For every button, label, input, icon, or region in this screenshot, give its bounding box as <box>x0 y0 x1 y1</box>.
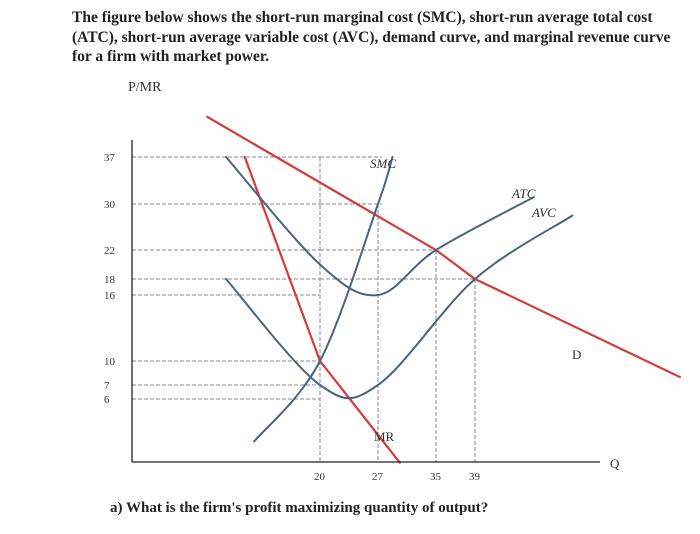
y-tick-label: 18 <box>104 274 116 286</box>
atc-label: ATC <box>511 186 536 201</box>
curve-mr <box>243 155 401 464</box>
curves <box>206 115 681 464</box>
y-tick-label: 16 <box>104 290 116 302</box>
curve-smc <box>253 156 394 443</box>
x-tick-label: 27 <box>372 471 384 483</box>
statement-line-1: The figure below shows the short-run mar… <box>72 9 653 26</box>
problem-statement: The figure below shows the short-run mar… <box>72 8 672 67</box>
y-tick-label: 7 <box>104 380 110 392</box>
statement-line-3: for a firm with market power. <box>72 48 270 65</box>
x-tick-label: 39 <box>469 471 481 483</box>
y-tick-label: 30 <box>104 199 116 211</box>
x-tick-label: 35 <box>430 471 442 483</box>
mr-label: MR <box>374 429 395 444</box>
d-label: D <box>572 347 581 362</box>
y-tick-label: 10 <box>104 356 116 368</box>
curve-atc <box>225 156 535 297</box>
curve-labels: SMC ATC AVC MR D <box>370 156 581 444</box>
curve-avc <box>225 214 574 400</box>
question-a: a) What is the firm's profit maximizing … <box>110 500 489 516</box>
smc-label: SMC <box>370 156 396 171</box>
x-axis-label: Q <box>610 456 620 471</box>
avc-label: AVC <box>531 205 556 220</box>
curve-d <box>206 115 681 379</box>
y-tick-label: 6 <box>104 394 110 406</box>
y-tick-label: 22 <box>104 245 115 257</box>
y-tick-label: 37 <box>104 152 116 164</box>
statement-line-2: (ATC), short-run average variable cost (… <box>72 28 671 46</box>
dashed-guide-lines <box>132 156 476 462</box>
y-axis-label: P/MR <box>128 80 162 95</box>
tick-labels: 37 30 22 18 16 10 7 6 20 27 35 39 <box>104 152 481 483</box>
x-tick-label: 20 <box>314 471 326 483</box>
axes: P/MR Q <box>128 80 620 471</box>
